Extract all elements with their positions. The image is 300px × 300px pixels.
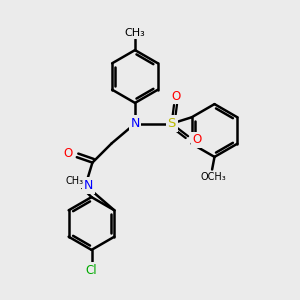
Text: O: O <box>64 147 73 160</box>
Text: Cl: Cl <box>86 264 97 277</box>
Text: OCH₃: OCH₃ <box>200 172 226 182</box>
Text: O: O <box>193 133 202 146</box>
Text: CH₃: CH₃ <box>65 176 83 187</box>
Text: N: N <box>130 117 140 130</box>
Text: N: N <box>84 179 93 192</box>
Text: S: S <box>167 117 176 130</box>
Text: H: H <box>72 179 80 189</box>
Text: CH₃: CH₃ <box>124 28 146 38</box>
Text: O: O <box>171 89 180 103</box>
